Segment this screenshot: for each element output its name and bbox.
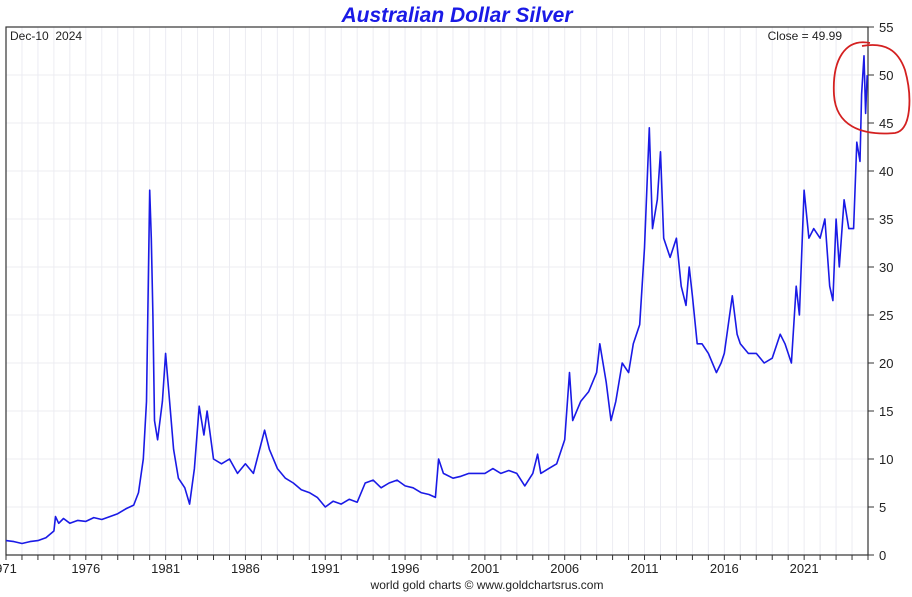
y-tick-label: 25 (879, 308, 893, 323)
x-tick-label: 1996 (391, 561, 420, 576)
annotation-circle (832, 41, 911, 135)
x-tick-label: 1986 (231, 561, 260, 576)
x-tick-label: 2006 (550, 561, 579, 576)
y-tick-label: 20 (879, 356, 893, 371)
y-tick-label: 15 (879, 404, 893, 419)
x-tick-label: 2021 (790, 561, 819, 576)
y-tick-label: 30 (879, 260, 893, 275)
series-line (5, 55, 868, 545)
x-tick-label: 1991 (311, 561, 340, 576)
y-tick-label: 5 (879, 500, 886, 515)
close-label: Close = 49.99 (768, 29, 843, 43)
y-tick-label: 55 (879, 20, 893, 35)
y-tick-label: 35 (879, 212, 893, 227)
footer-credit: world gold charts © www.goldchartsrus.co… (370, 578, 604, 592)
date-label: Dec-10 2024 (10, 29, 82, 43)
chart-title: Australian Dollar Silver (340, 4, 574, 27)
x-tick-label: 971 (0, 561, 17, 576)
x-axis: 971 1976 1981 1986 1991 1996 2001 2006 2011 2016 2… (0, 555, 869, 576)
x-tick-label: 2011 (631, 561, 659, 576)
x-tick-label: 2001 (470, 561, 499, 576)
y-tick-label: 0 (879, 548, 886, 563)
x-tick-label: 2016 (710, 561, 739, 576)
x-tick-label: 1981 (151, 561, 180, 576)
y-tick-label: 40 (879, 164, 893, 179)
grid (5, 26, 869, 556)
y-tick-label: 45 (879, 116, 893, 131)
y-tick-label: 50 (879, 68, 893, 83)
y-tick-label: 10 (879, 452, 893, 467)
y-axis: 0 5 10 15 20 25 30 35 40 45 50 55 (868, 20, 893, 563)
x-tick-label: 1976 (71, 561, 100, 576)
